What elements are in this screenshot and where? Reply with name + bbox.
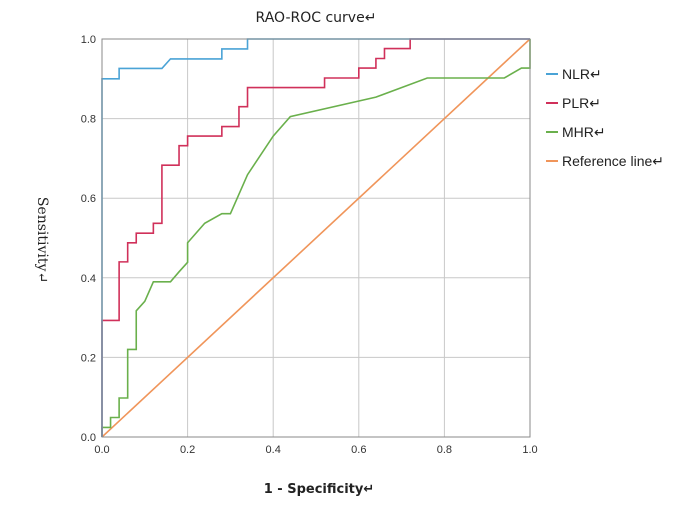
x-tick-label-3: 0.6 (351, 444, 366, 456)
x-tick-label-4: 0.8 (437, 444, 452, 456)
series-line-reference-line (101, 38, 531, 438)
legend-label-reference-line: Reference line↵ (562, 153, 664, 169)
series-line-plr (101, 38, 530, 437)
series-lines (101, 38, 531, 438)
y-tick-label-4: 0.8 (81, 114, 96, 126)
chart-title: RAO-ROC curve↵ (256, 10, 377, 26)
series-line-mhr (101, 39, 531, 437)
y-tick-label-0: 0.0 (81, 432, 96, 444)
x-tick-label-5: 1.0 (522, 444, 537, 456)
plot-frame (101, 38, 531, 438)
x-tick-label-2: 0.4 (266, 444, 281, 456)
y-tick-label-2: 0.4 (81, 273, 96, 285)
tick-labels: 0.0 0.2 0.4 0.6 0.8 1.0 0.0 0.2 0.4 0.6 0.8 1.0 (81, 34, 538, 456)
y-tick-label-3: 0.6 (81, 193, 96, 205)
legend-label-mhr: MHR↵ (562, 124, 606, 140)
legend: NLR↵ PLR↵ MHR↵ Reference line↵ (546, 66, 664, 169)
x-tick-label-1: 0.2 (180, 444, 195, 456)
legend-label-nlr: NLR↵ (562, 66, 602, 82)
y-tick-label-5: 1.0 (81, 34, 96, 46)
x-axis-label: 1 - Specificity↵ (264, 482, 375, 497)
y-tick-label-1: 0.2 (81, 352, 96, 364)
legend-label-plr: PLR↵ (562, 95, 601, 111)
series-line-nlr (101, 38, 530, 437)
x-tick-label-0: 0.0 (94, 444, 109, 456)
y-axis-label: Sensitivity↵ (34, 197, 50, 283)
